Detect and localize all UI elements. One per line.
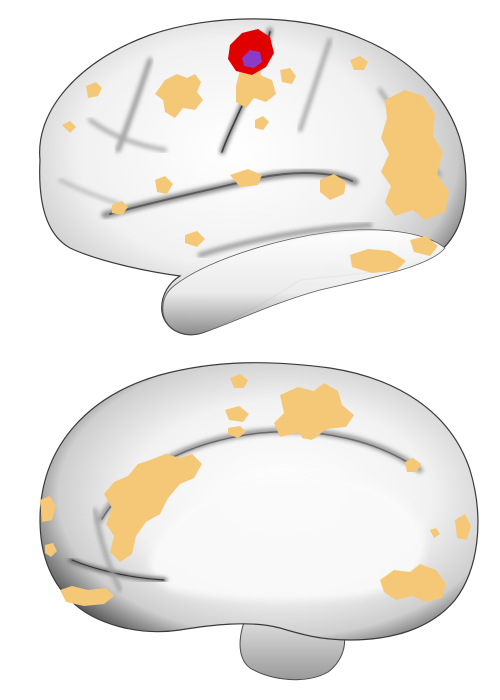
medial-hemisphere-view	[40, 363, 478, 680]
lateral-hemisphere-view	[40, 19, 466, 335]
